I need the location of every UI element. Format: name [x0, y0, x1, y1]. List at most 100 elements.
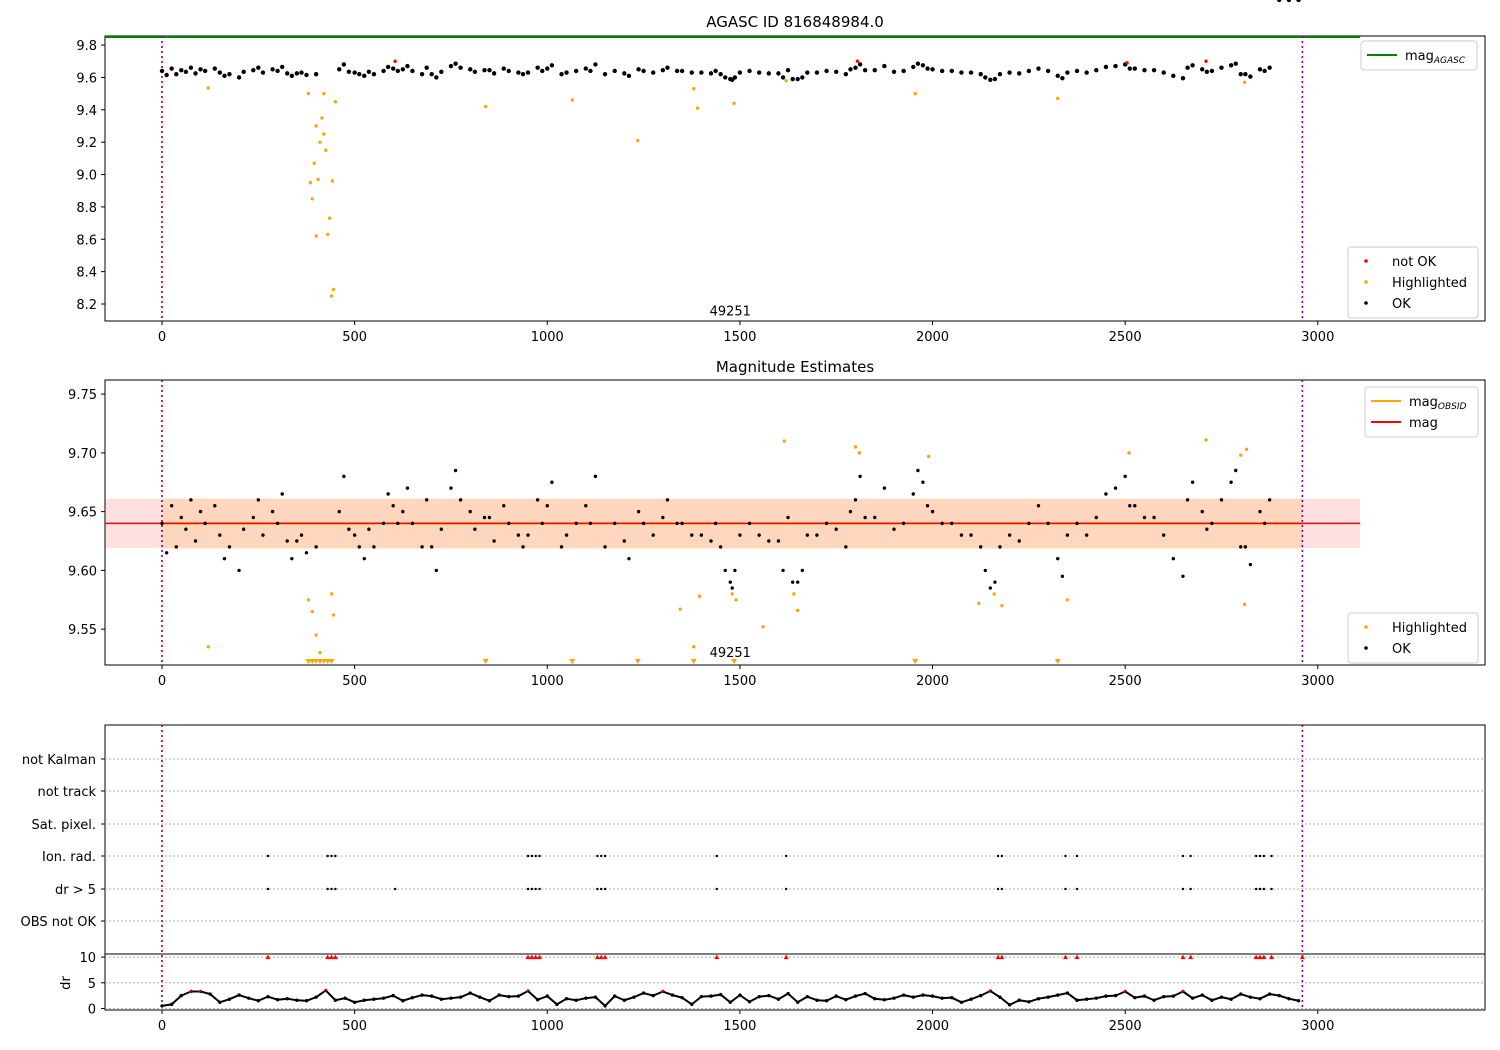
ok-point [1123, 474, 1127, 479]
below-range-marker [1054, 659, 1061, 664]
y-tick-label: 9.2 [76, 136, 97, 151]
dr-trace [1230, 993, 1242, 1001]
highlighted-point [330, 179, 335, 183]
ok-point [1238, 71, 1243, 77]
ok-point [1234, 468, 1238, 473]
ok-point [1262, 521, 1267, 526]
ok-point [882, 486, 887, 490]
category-label: not track [37, 785, 96, 800]
ok-point [424, 498, 429, 502]
flag-point [266, 887, 270, 891]
ok-point [641, 68, 646, 74]
ok-point [164, 72, 169, 78]
ok-point [295, 539, 299, 543]
highlighted-point [1065, 598, 1070, 602]
flag-point [1254, 854, 1258, 858]
below-range-marker [309, 659, 316, 664]
ok-point [776, 71, 781, 76]
ok-point [1228, 63, 1234, 68]
x-tick-label: 500 [342, 674, 367, 689]
dr-trace [662, 990, 673, 997]
dr-clipped-marker [995, 954, 1001, 960]
y-tick-label: 0 [88, 1002, 96, 1017]
highlighted-point [320, 116, 324, 120]
ok-point [337, 67, 342, 72]
ok-point [304, 551, 309, 555]
ok-point [507, 521, 511, 526]
flag-point [600, 854, 603, 858]
ok-point [747, 521, 752, 526]
dr-trace [209, 993, 221, 1004]
category-label: OBS not OK [21, 915, 97, 930]
x-tick-label: 2500 [1109, 330, 1142, 345]
ok-point [998, 545, 1002, 549]
ok-point [251, 515, 256, 520]
legend-dot-swatch [1364, 625, 1368, 629]
ok-point [1074, 68, 1080, 74]
ok-point [372, 545, 376, 549]
highlighted-point [782, 439, 786, 443]
ok-point [1200, 67, 1205, 72]
ok-point [699, 533, 704, 537]
highlighted-point [1000, 603, 1004, 608]
dr-trace [1153, 995, 1165, 1002]
highlighted-point [926, 454, 931, 459]
ok-point [502, 504, 506, 508]
highlighted-point [977, 601, 981, 605]
highlighted-point [795, 608, 800, 613]
ok-point [1209, 68, 1215, 74]
ok-point [988, 77, 993, 83]
below-range-marker [731, 659, 738, 664]
axes-frame [104, 724, 1486, 1011]
highlighted-point [314, 633, 318, 637]
dr-clipped-marker [1188, 954, 1194, 960]
dr-trace [527, 990, 539, 1001]
ok-point [1142, 515, 1147, 520]
ok-point [911, 64, 916, 70]
ok-point [718, 545, 723, 549]
ok-point [940, 521, 944, 526]
flag-point [534, 887, 537, 891]
flag-point [1000, 887, 1004, 891]
flag-point [596, 887, 599, 891]
ok-point [420, 545, 424, 549]
ok-point [675, 521, 679, 526]
ok-point [959, 533, 964, 537]
x-tick-label: 0 [158, 674, 166, 689]
highlighted-point [695, 106, 700, 110]
highlighted-point [636, 138, 640, 143]
dr-clipped-marker [602, 954, 608, 960]
legend-label: OK [1392, 297, 1411, 312]
flag-point [784, 887, 788, 891]
dr-trace [479, 996, 490, 1002]
ok-point [983, 75, 988, 80]
ok-point [699, 70, 704, 75]
ok-point [757, 533, 761, 537]
flag-point [330, 887, 333, 891]
ok-point [1113, 486, 1118, 490]
flag-point [1181, 887, 1185, 891]
ok-point [574, 521, 578, 526]
ok-point [280, 492, 284, 496]
dr-clipped-marker [329, 954, 335, 960]
ok-point [381, 68, 386, 74]
highlighted-point [678, 607, 682, 611]
flag-point [1270, 887, 1273, 891]
ok-point [1171, 556, 1176, 561]
legend-box [1364, 386, 1479, 438]
ok-point [419, 71, 425, 77]
x-tick-label: 0 [158, 330, 166, 345]
ok-point [188, 65, 194, 70]
ok-point [559, 71, 564, 77]
ok-point [1017, 539, 1021, 543]
ok-point [780, 75, 786, 80]
ok-point [545, 504, 549, 508]
dr-trace [845, 995, 856, 1001]
dr-trace [989, 990, 1001, 998]
ok-point [1229, 480, 1233, 484]
ok-point [473, 527, 477, 531]
axes-frame [104, 379, 1486, 666]
ok-point [482, 67, 487, 73]
dr-trace [633, 992, 644, 999]
dr-trace [594, 996, 606, 1007]
